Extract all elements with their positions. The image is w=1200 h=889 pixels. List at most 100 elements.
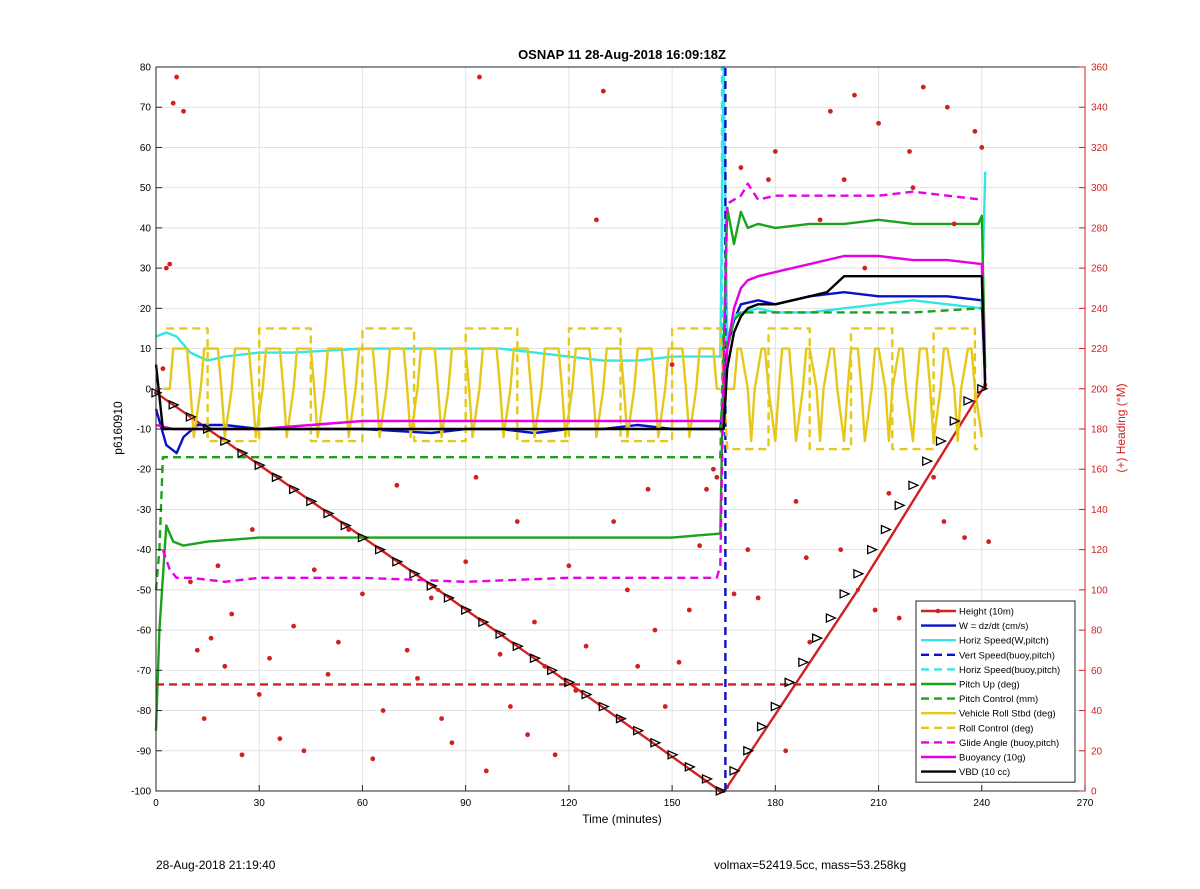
height-marker xyxy=(811,633,824,644)
height-marker xyxy=(168,399,180,410)
legend-label: Buoyancy (10g) xyxy=(959,753,1026,764)
height-marker xyxy=(701,773,714,784)
height-marker xyxy=(756,721,769,732)
heading-point xyxy=(267,655,272,661)
y2-tick-label: 0 xyxy=(1091,787,1097,798)
heading-point xyxy=(838,547,844,553)
y-tick-label: -90 xyxy=(137,746,152,757)
heading-point xyxy=(931,474,937,480)
heading-point xyxy=(876,120,881,126)
heading-point xyxy=(201,716,207,721)
heading-point xyxy=(669,362,675,368)
heading-point xyxy=(181,108,186,114)
height-marker xyxy=(512,641,524,652)
y-tick-label: -100 xyxy=(131,787,151,798)
heading-point xyxy=(803,555,809,561)
x-tick-label: 270 xyxy=(1077,798,1094,809)
y2-tick-label: 220 xyxy=(1091,344,1108,355)
y-tick-label: 0 xyxy=(145,384,151,395)
heading-point xyxy=(532,619,537,625)
height-marker xyxy=(581,689,593,700)
series-line-glide-angle-buoy-pitch xyxy=(161,182,982,583)
y2-tick-label: 160 xyxy=(1091,465,1108,476)
y2-tick-label: 240 xyxy=(1091,304,1108,315)
height-marker xyxy=(633,725,645,736)
height-marker xyxy=(825,613,837,624)
heading-point xyxy=(335,639,341,645)
x-tick-label: 60 xyxy=(357,798,369,809)
heading-point xyxy=(473,474,479,480)
heading-point xyxy=(415,675,420,681)
y-tick-label: 40 xyxy=(140,223,152,234)
height-marker xyxy=(615,713,628,724)
legend-label: VBD (10 cc) xyxy=(959,767,1010,778)
height-marker xyxy=(784,677,796,688)
heading-point xyxy=(552,752,558,758)
height-marker xyxy=(340,520,352,531)
heading-point xyxy=(979,145,985,150)
heading-point xyxy=(920,84,926,90)
heading-point xyxy=(483,768,489,774)
heading-point xyxy=(766,177,771,183)
series-line-height-10m xyxy=(155,384,987,793)
heading-point xyxy=(793,499,799,504)
chart-axes: 0 30 60 90 120 150 180 210 240 270-100-90-80-70-6… xyxy=(131,63,1108,810)
height-marker xyxy=(323,508,335,519)
y2-tick-label: 40 xyxy=(1091,706,1103,717)
heading-point xyxy=(600,88,606,94)
heading-point xyxy=(229,611,235,617)
heading-point xyxy=(841,177,847,183)
legend-label: Roll Control (deg) xyxy=(959,723,1033,734)
y2-tick-label: 340 xyxy=(1091,103,1108,114)
y2-tick-label: 140 xyxy=(1091,505,1108,516)
heading-point xyxy=(346,527,352,532)
height-marker xyxy=(237,448,249,459)
heading-point xyxy=(772,149,778,154)
heading-point xyxy=(404,647,410,653)
heading-point xyxy=(311,567,317,573)
heading-point xyxy=(755,595,761,601)
y-tick-label: -70 xyxy=(137,666,152,677)
height-marker xyxy=(949,415,961,426)
y-tick-label: -10 xyxy=(137,425,152,436)
height-marker xyxy=(894,500,906,511)
heading-point xyxy=(951,221,957,227)
height-marker xyxy=(922,456,934,467)
heading-point xyxy=(807,639,813,645)
series-line-vbd-10-cc xyxy=(154,275,987,431)
height-marker xyxy=(935,436,948,447)
legend-label: Vehicle Roll Stbd (deg) xyxy=(959,709,1056,720)
heading-point xyxy=(886,490,892,496)
legend-label: Pitch Control (mm) xyxy=(959,694,1038,705)
heading-point xyxy=(594,217,599,223)
series-line-vehicle-roll-stbd-deg xyxy=(727,347,983,443)
height-marker xyxy=(392,556,404,567)
x-tick-label: 210 xyxy=(870,798,887,809)
heading-point xyxy=(573,688,579,693)
heading-point xyxy=(360,591,365,597)
height-marker xyxy=(288,484,301,495)
height-point xyxy=(855,587,860,592)
legend-label: Glide Angle (buoy,pitch) xyxy=(959,738,1059,749)
height-marker xyxy=(547,665,559,676)
heading-point xyxy=(449,740,455,746)
heading-point xyxy=(652,627,658,633)
heading-point xyxy=(497,651,503,657)
height-marker xyxy=(426,580,438,591)
height-marker xyxy=(729,765,741,776)
height-marker xyxy=(770,701,782,712)
legend-label: Horiz Speed(W,pitch) xyxy=(959,636,1049,647)
heading-point xyxy=(907,149,912,154)
height-marker xyxy=(977,383,989,394)
height-marker xyxy=(598,701,610,712)
y2-tick-label: 280 xyxy=(1091,223,1108,234)
height-marker xyxy=(254,460,266,471)
x-tick-label: 30 xyxy=(254,798,266,809)
heading-point xyxy=(662,704,668,709)
heading-point xyxy=(611,519,617,524)
heading-point xyxy=(525,732,530,738)
heading-point xyxy=(160,366,166,372)
height-marker xyxy=(880,524,893,535)
x-axis-label: Time (minutes) xyxy=(582,812,662,826)
